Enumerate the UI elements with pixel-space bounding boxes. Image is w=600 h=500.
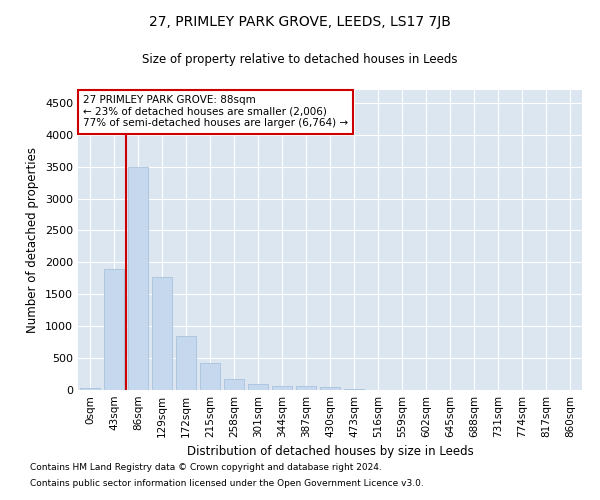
Text: Size of property relative to detached houses in Leeds: Size of property relative to detached ho… [142, 52, 458, 66]
Text: Contains public sector information licensed under the Open Government Licence v3: Contains public sector information licen… [30, 478, 424, 488]
Bar [296, 386, 316, 390]
Bar [176, 336, 196, 390]
Text: 27 PRIMLEY PARK GROVE: 88sqm
← 23% of detached houses are smaller (2,006)
77% of: 27 PRIMLEY PARK GROVE: 88sqm ← 23% of de… [83, 95, 348, 128]
Bar [272, 386, 292, 390]
X-axis label: Distribution of detached houses by size in Leeds: Distribution of detached houses by size … [187, 446, 473, 458]
Bar [320, 387, 340, 390]
Bar [224, 380, 244, 390]
Bar [128, 166, 148, 390]
Bar [152, 277, 172, 390]
Y-axis label: Number of detached properties: Number of detached properties [26, 147, 40, 333]
Text: Contains HM Land Registry data © Crown copyright and database right 2024.: Contains HM Land Registry data © Crown c… [30, 464, 382, 472]
Bar [200, 362, 220, 390]
Bar [248, 384, 268, 390]
Bar [104, 268, 124, 390]
Bar [80, 388, 100, 390]
Text: 27, PRIMLEY PARK GROVE, LEEDS, LS17 7JB: 27, PRIMLEY PARK GROVE, LEEDS, LS17 7JB [149, 15, 451, 29]
